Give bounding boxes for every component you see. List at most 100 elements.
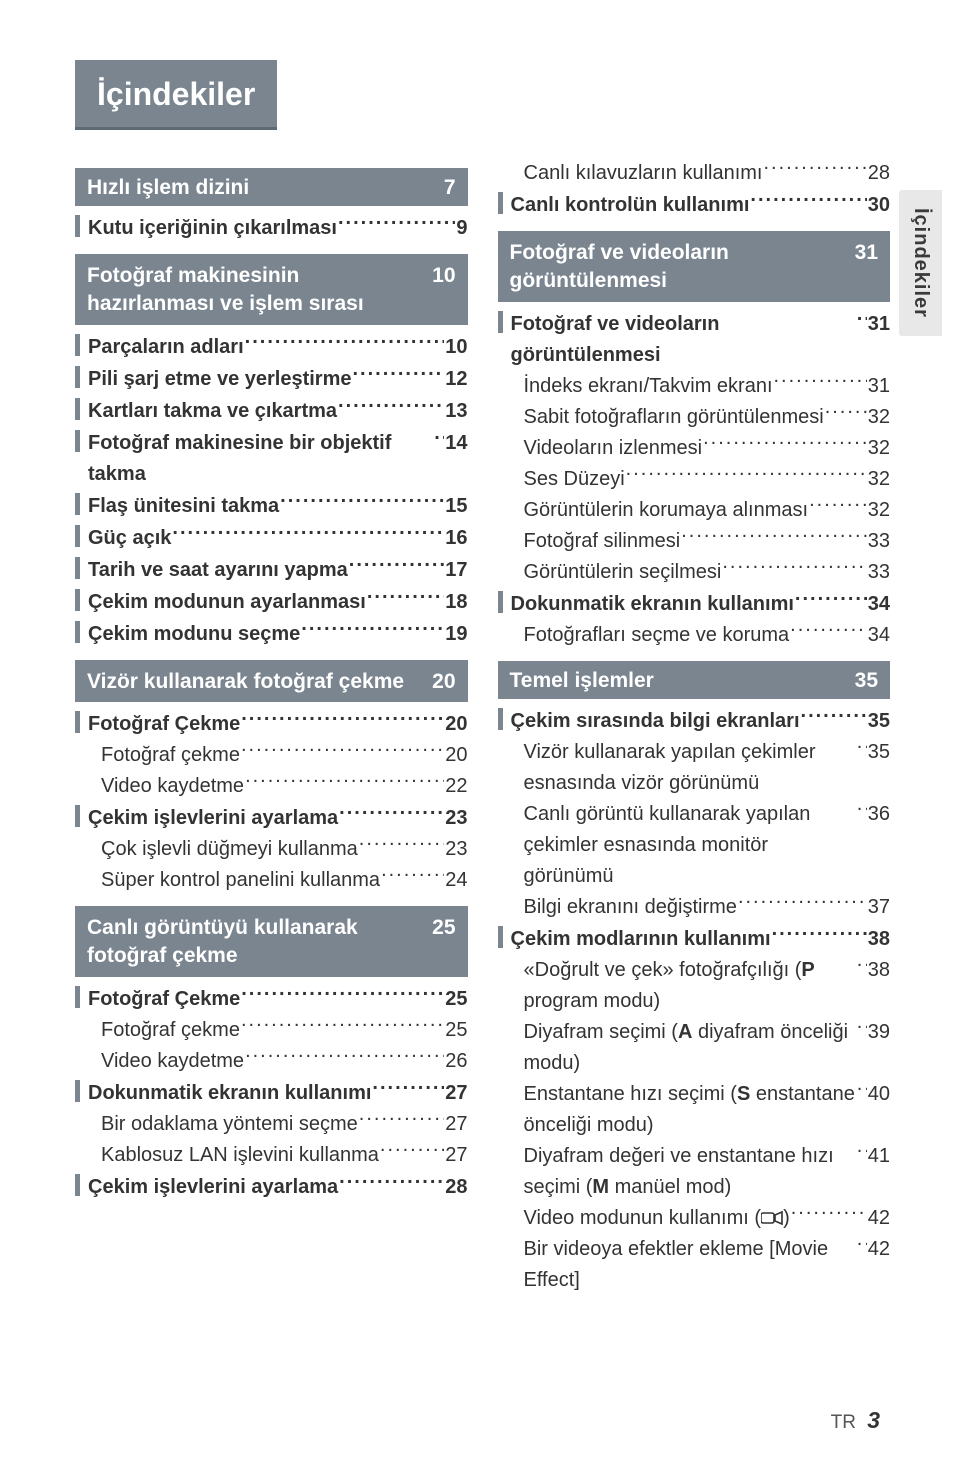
toc-entry[interactable]: Tarih ve saat ayarını yapma17: [75, 554, 468, 586]
entry-bar-icon: [498, 926, 503, 948]
entry-label: Çekim sırasında bilgi ekranları: [511, 706, 800, 737]
entry-label: Fotoğraf ve videoların görüntülenmesi: [511, 309, 856, 371]
toc-subentry[interactable]: Görüntülerin seçilmesi33: [498, 557, 891, 588]
toc-entry[interactable]: Flaş ünitesini takma15: [75, 490, 468, 522]
toc-subentry[interactable]: Canlı görüntü kullanarak yapılan çekimle…: [498, 799, 891, 892]
toc-subentry[interactable]: Kablosuz LAN işlevini kullanma27: [75, 1140, 468, 1171]
entry-dots: [245, 333, 445, 353]
section-label: Vizör kullanarak fotoğraf çekme: [87, 668, 404, 696]
entry-page: 12: [445, 364, 467, 395]
toc-subentry[interactable]: Fotoğraf çekme20: [75, 740, 468, 771]
toc-entry[interactable]: Kartları takma ve çıkartma13: [75, 395, 468, 427]
toc-entry[interactable]: Pili şarj etme ve yerleştirme12: [75, 363, 468, 395]
entry-dots: [857, 310, 867, 330]
toc-columns: Hızlı işlem dizini7Kutu içeriğinin çıkar…: [75, 158, 890, 1296]
entry-label: Bir odaklama yöntemi seçme: [101, 1109, 358, 1140]
entry-label: Fotoğraf Çekme: [88, 984, 240, 1015]
section-label: Fotoğraf makinesinin hazırlanması ve işl…: [87, 262, 432, 319]
footer-lang: TR: [831, 1412, 856, 1433]
entry-page: 23: [445, 834, 467, 865]
entry-dots: [795, 590, 867, 610]
entry-label: Canlı görüntü kullanarak yapılan çekimle…: [524, 799, 856, 892]
toc-entry[interactable]: Fotoğraf makinesine bir objektif takma14: [75, 427, 468, 490]
toc-entry[interactable]: Parçaların adları10: [75, 331, 468, 363]
entry-dots: [750, 191, 866, 211]
toc-subentry[interactable]: Görüntülerin korumaya alınması32: [498, 495, 891, 526]
toc-subentry[interactable]: Fotoğrafları seçme ve koruma34: [498, 620, 891, 651]
entry-dots: [172, 524, 444, 544]
toc-subentry[interactable]: Diyafram seçimi (A diyafram önceliği mod…: [498, 1017, 891, 1079]
entry-dots: [359, 835, 444, 855]
entry-page: 42: [868, 1203, 890, 1234]
page-title: İçindekiler: [75, 60, 277, 130]
entry-page: 26: [445, 1046, 467, 1077]
entry-dots: [301, 620, 444, 640]
entry-page: 23: [445, 803, 467, 834]
entry-page: 15: [445, 491, 467, 522]
toc-entry[interactable]: Çekim modlarının kullanımı38: [498, 923, 891, 955]
toc-entry[interactable]: Çekim işlevlerini ayarlama23: [75, 802, 468, 834]
entry-dots: [338, 214, 455, 234]
toc-entry[interactable]: Çekim sırasında bilgi ekranları35: [498, 705, 891, 737]
section-label: Canlı görüntüyü kullanarak fotoğraf çekm…: [87, 914, 432, 971]
entry-dots: [241, 985, 444, 1005]
toc-subentry[interactable]: Fotoğraf silinmesi33: [498, 526, 891, 557]
toc-subentry[interactable]: Diyafram değeri ve enstantane hızı seçim…: [498, 1141, 891, 1203]
entry-label: Diyafram değeri ve enstantane hızı seçim…: [524, 1141, 856, 1203]
toc-entry[interactable]: Fotoğraf ve videoların görüntülenmesi31: [498, 308, 891, 371]
toc-subentry[interactable]: Video kaydetme26: [75, 1046, 468, 1077]
entry-dots: [381, 866, 444, 886]
toc-subentry[interactable]: Videoların izlenmesi32: [498, 433, 891, 464]
entry-page: 41: [868, 1141, 890, 1172]
toc-subentry[interactable]: Ses Düzeyi32: [498, 464, 891, 495]
entry-bar-icon: [498, 708, 503, 730]
entry-page: 10: [445, 332, 467, 363]
entry-dots: [626, 465, 867, 485]
toc-subentry[interactable]: Sabit fotoğrafların görüntülenmesi32: [498, 402, 891, 433]
toc-entry[interactable]: Çekim modunun ayarlanması18: [75, 586, 468, 618]
entry-label: Enstantane hızı seçimi (S enstantane önc…: [524, 1079, 856, 1141]
entry-label: Görüntülerin korumaya alınması: [524, 495, 809, 526]
toc-subentry[interactable]: Çok işlevli düğmeyi kullanma23: [75, 834, 468, 865]
entry-dots: [367, 588, 444, 608]
entry-dots: [809, 496, 867, 516]
toc-subentry[interactable]: İndeks ekranı/Takvim ekranı31: [498, 371, 891, 402]
toc-subentry[interactable]: «Doğrult ve çek» fotoğrafçılığı (P progr…: [498, 955, 891, 1017]
toc-subentry[interactable]: Vizör kullanarak yapılan çekimler esnası…: [498, 737, 891, 799]
toc-subentry[interactable]: Canlı kılavuzların kullanımı28: [498, 158, 891, 189]
toc-entry[interactable]: Fotoğraf Çekme25: [75, 983, 468, 1015]
entry-label: Fotoğraf makinesine bir objektif takma: [88, 428, 433, 490]
toc-subentry[interactable]: Süper kontrol panelini kullanma 24: [75, 865, 468, 896]
toc-subentry[interactable]: Video modunun kullanımı ()42: [498, 1203, 891, 1234]
entry-dots: [790, 621, 867, 641]
entry-page: 28: [445, 1172, 467, 1203]
entry-page: 19: [445, 619, 467, 650]
toc-column-right: Canlı kılavuzların kullanımı28Canlı kont…: [498, 158, 891, 1296]
toc-entry[interactable]: Güç açık16: [75, 522, 468, 554]
entry-bar-icon: [75, 430, 80, 452]
toc-subentry[interactable]: Enstantane hızı seçimi (S enstantane önc…: [498, 1079, 891, 1141]
toc-entry[interactable]: Canlı kontrolün kullanımı30: [498, 189, 891, 221]
toc-entry[interactable]: Dokunmatik ekranın kullanımı34: [498, 588, 891, 620]
entry-page: 24: [445, 865, 467, 896]
entry-dots: [763, 159, 866, 179]
entry-bar-icon: [498, 591, 503, 613]
toc-entry[interactable]: Kutu içeriğinin çıkarılması9: [75, 212, 468, 244]
entry-label: Süper kontrol panelini kullanma: [101, 865, 380, 896]
toc-subentry[interactable]: Bir videoya efektler ekleme [Movie Effec…: [498, 1234, 891, 1296]
toc-entry[interactable]: Dokunmatik ekranın kullanımı27: [75, 1077, 468, 1109]
entry-bar-icon: [75, 525, 80, 547]
entry-dots: [703, 434, 867, 454]
toc-entry[interactable]: Çekim işlevlerini ayarlama28: [75, 1171, 468, 1203]
entry-label: Vizör kullanarak yapılan çekimler esnası…: [524, 737, 856, 799]
entry-page: 40: [868, 1079, 890, 1110]
toc-subentry[interactable]: Bilgi ekranını değiştirme37: [498, 892, 891, 923]
section-label: Hızlı işlem dizini: [87, 176, 249, 200]
entry-label: Fotoğraf Çekme: [88, 709, 240, 740]
toc-entry[interactable]: Çekim modunu seçme19: [75, 618, 468, 650]
toc-subentry[interactable]: Video kaydetme22: [75, 771, 468, 802]
entry-bar-icon: [75, 215, 80, 237]
toc-subentry[interactable]: Fotoğraf çekme25: [75, 1015, 468, 1046]
toc-subentry[interactable]: Bir odaklama yöntemi seçme27: [75, 1109, 468, 1140]
toc-entry[interactable]: Fotoğraf Çekme20: [75, 708, 468, 740]
